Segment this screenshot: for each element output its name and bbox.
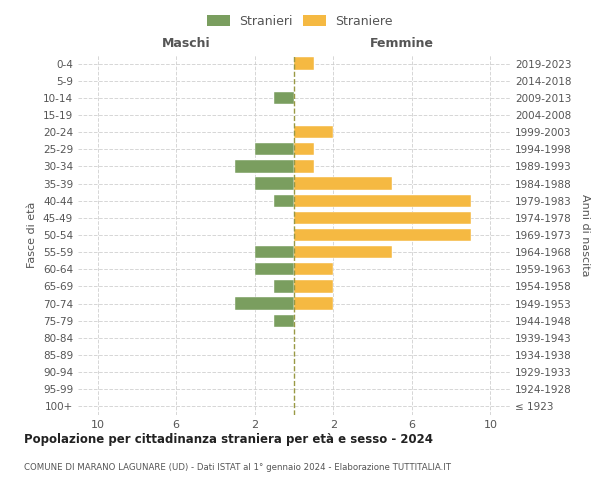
Bar [255,246,294,258]
Text: COMUNE DI MARANO LAGUNARE (UD) - Dati ISTAT al 1° gennaio 2024 - Elaborazione TU: COMUNE DI MARANO LAGUNARE (UD) - Dati IS… [24,462,451,471]
Bar [255,143,294,156]
Text: Maschi: Maschi [161,37,211,50]
Bar [274,314,294,327]
Bar [294,280,333,292]
Bar [294,178,392,190]
Bar [294,143,314,156]
Bar [255,178,294,190]
Bar [294,126,333,138]
Bar [274,280,294,292]
Y-axis label: Anni di nascita: Anni di nascita [580,194,590,276]
Bar [274,92,294,104]
Bar [294,263,333,276]
Bar [294,246,392,258]
Bar [255,263,294,276]
Bar [274,194,294,207]
Legend: Stranieri, Straniere: Stranieri, Straniere [203,11,397,32]
Bar [294,160,314,172]
Bar [235,298,294,310]
Bar [294,298,333,310]
Bar [235,160,294,172]
Bar [294,194,471,207]
Text: Popolazione per cittadinanza straniera per età e sesso - 2024: Popolazione per cittadinanza straniera p… [24,432,433,446]
Bar [294,58,314,70]
Text: Femmine: Femmine [370,37,434,50]
Bar [294,212,471,224]
Bar [294,229,471,241]
Y-axis label: Fasce di età: Fasce di età [28,202,37,268]
